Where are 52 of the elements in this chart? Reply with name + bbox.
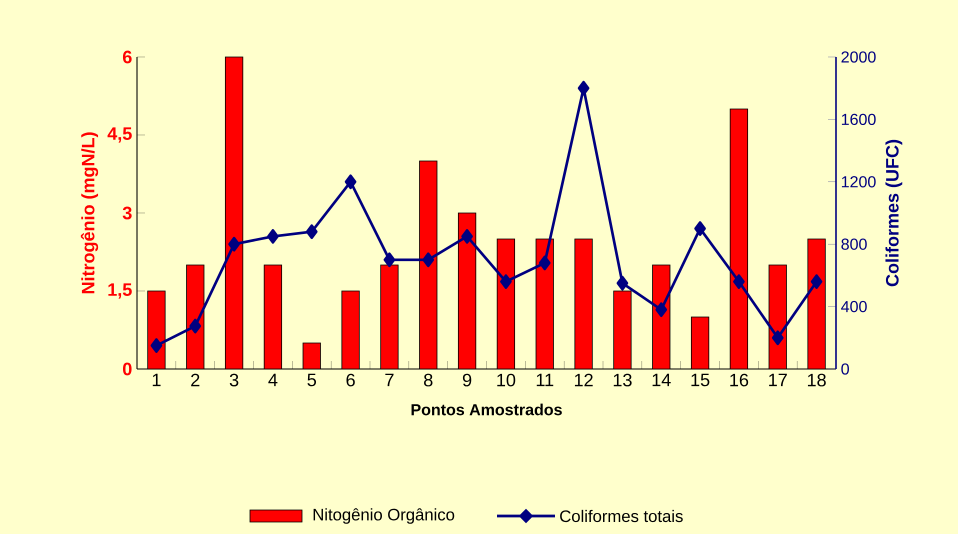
point xyxy=(384,252,396,268)
point xyxy=(694,221,706,236)
x-tick-label: 14 xyxy=(652,374,671,386)
x-tick-label: 11 xyxy=(536,374,554,386)
x-tick-label: 7 xyxy=(385,374,394,386)
y2-tick-label: 400 xyxy=(841,300,867,312)
y2-tick-label: 1600 xyxy=(842,114,876,126)
x-tick-label: 12 xyxy=(574,374,593,386)
point xyxy=(578,80,590,96)
x-tick-label: 2 xyxy=(191,374,200,386)
x-tick-label: 3 xyxy=(230,374,238,386)
point xyxy=(810,274,822,289)
point xyxy=(616,276,628,291)
y2-tick-label: 1200 xyxy=(842,176,876,188)
y-tick-label: 1,5 xyxy=(108,283,132,299)
point xyxy=(344,174,356,190)
point xyxy=(422,252,434,268)
y-tick-label: 4,5 xyxy=(108,127,132,143)
point xyxy=(306,224,318,240)
x-tick-label: 17 xyxy=(769,374,787,386)
point xyxy=(538,256,551,270)
point xyxy=(772,330,784,346)
point xyxy=(500,274,512,289)
point xyxy=(733,274,745,289)
x-tick-label: 5 xyxy=(307,374,316,386)
x-tick-label: 18 xyxy=(808,374,826,386)
y2-axis-title: Coliformes (UFC) xyxy=(885,140,902,286)
x-axis-title: Pontos Amostrados xyxy=(412,404,562,416)
point xyxy=(267,229,279,244)
x-tick-label: 8 xyxy=(424,374,432,386)
x-tick-label: 9 xyxy=(462,374,472,386)
point xyxy=(150,338,162,353)
y2-tick-label: 0 xyxy=(841,363,849,375)
x-tick-label: 4 xyxy=(268,374,278,386)
point xyxy=(461,229,473,244)
point xyxy=(655,302,668,318)
point xyxy=(228,236,240,252)
point xyxy=(189,318,202,334)
y2-tick-label: 2000 xyxy=(842,51,876,63)
legend-label: Nitogênio Orgânico xyxy=(314,508,454,524)
x-tick-label: 16 xyxy=(730,374,748,386)
y-axis-title: Nitrogênio (mgN/L) xyxy=(80,132,98,294)
x-tick-label: 10 xyxy=(497,374,516,386)
x-tick-label: 15 xyxy=(691,374,710,386)
x-tick-label: 1 xyxy=(152,374,161,386)
y-tick-label: 6 xyxy=(122,50,132,64)
y-tick-label: 3 xyxy=(122,206,132,220)
legend-label: Coliformes totais xyxy=(560,510,683,522)
y2-tick-label: 800 xyxy=(841,238,867,250)
y-tick-label: 0 xyxy=(122,362,132,376)
x-tick-label: 13 xyxy=(614,374,632,386)
x-tick-label: 6 xyxy=(346,374,355,386)
